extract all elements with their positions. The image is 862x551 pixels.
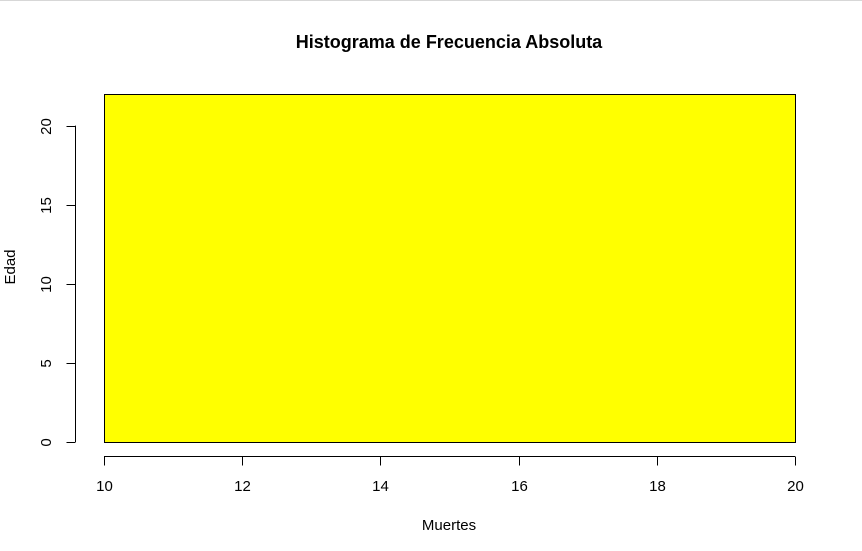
- x-axis-label: Muertes: [422, 517, 476, 534]
- window-top-border: [0, 0, 862, 1]
- chart-title: Histograma de Frecuencia Absoluta: [296, 32, 603, 52]
- y-tick-label: 0: [38, 438, 55, 446]
- y-tick-label: 15: [38, 197, 55, 214]
- x-tick-label: 10: [96, 478, 113, 495]
- histogram-bars: [104, 94, 796, 443]
- y-tick-label: 10: [38, 276, 55, 293]
- y-tick-label: 5: [38, 359, 55, 367]
- y-axis: 0 5 10 15 20: [38, 118, 76, 447]
- y-axis-label: Edad: [2, 249, 19, 284]
- x-tick-label: 18: [649, 478, 666, 495]
- x-tick-label: 16: [511, 478, 528, 495]
- y-tick-label: 20: [38, 118, 55, 135]
- x-tick-label: 12: [234, 478, 251, 495]
- histogram-bar-0: [104, 94, 796, 443]
- x-axis: 10 12 14 16 18 20: [96, 456, 804, 495]
- x-tick-label: 14: [372, 478, 389, 495]
- x-tick-label: 20: [787, 478, 804, 495]
